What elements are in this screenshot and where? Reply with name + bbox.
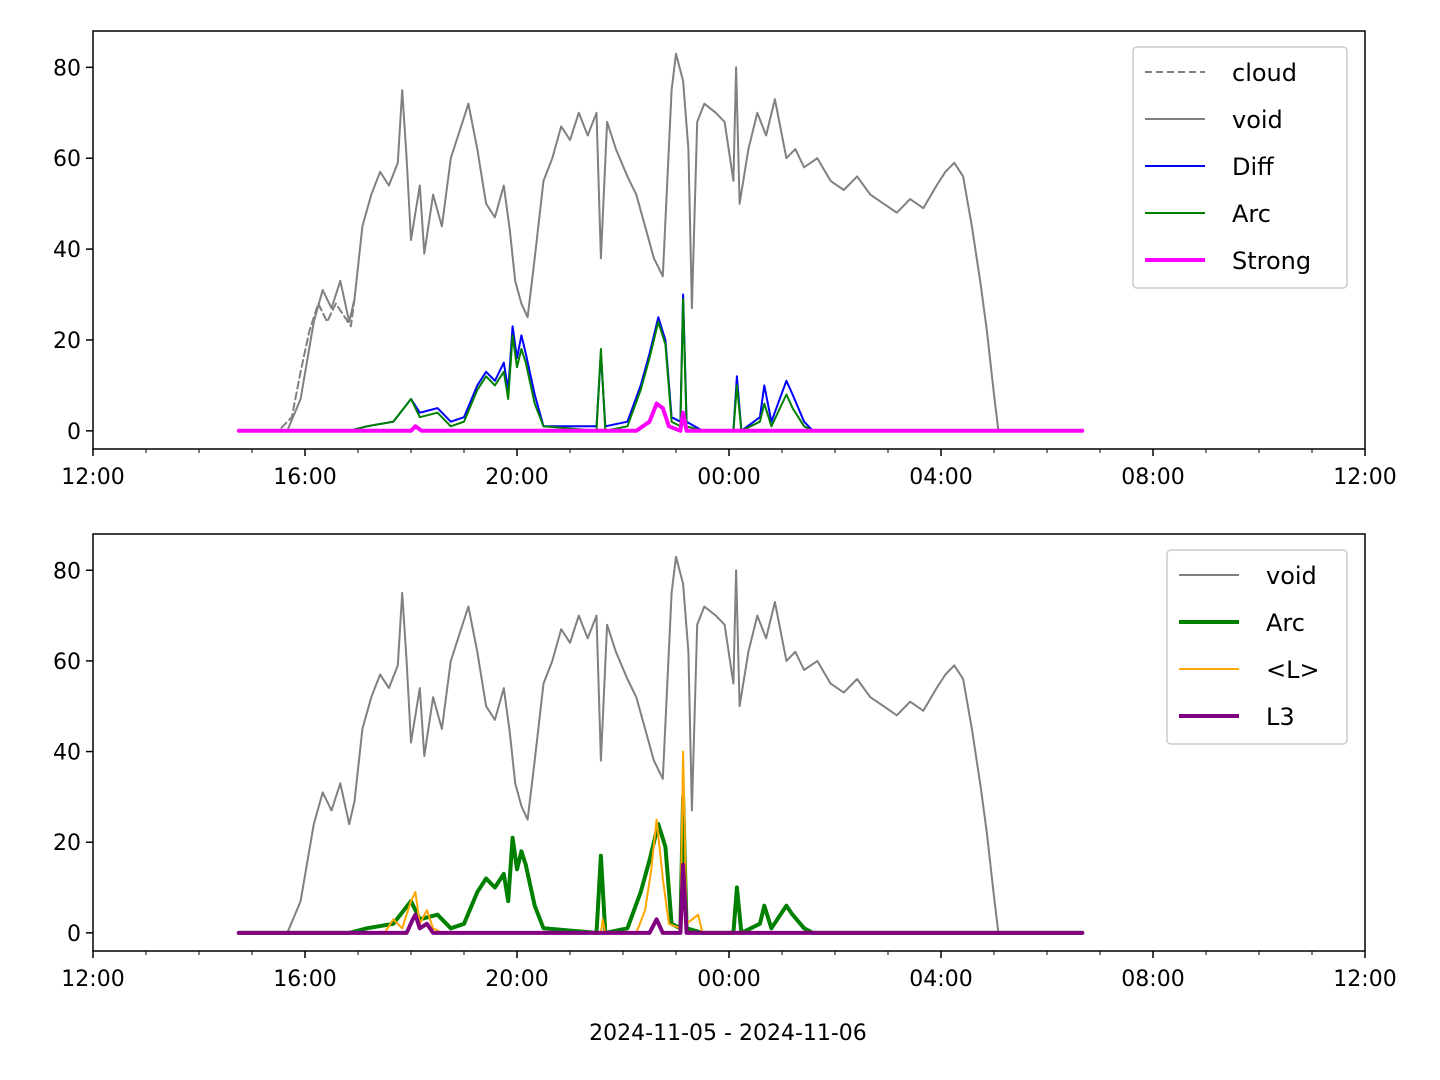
legend-label: Strong [1232, 247, 1311, 275]
legend: void Arc <L> L3 [1166, 549, 1348, 745]
x-tick-label: 00:00 [697, 465, 760, 490]
y-tick-label: 40 [53, 238, 81, 263]
x-tick-label: 20:00 [485, 465, 548, 490]
series-line-4 [236, 401, 1085, 433]
x-tick-label: 12:00 [61, 967, 124, 992]
x-tick-label: 04:00 [909, 967, 972, 992]
legend-label: L3 [1266, 703, 1295, 731]
x-tick-label: 08:00 [1121, 967, 1184, 992]
y-tick-label: 60 [53, 650, 81, 675]
x-tick-label: 12:00 [61, 465, 124, 490]
top-panel: 0 20 40 60 80 12:00 16:00 20:00 00:00 04:00 08:00 1… [53, 30, 1397, 490]
x-tick-label: 00:00 [697, 967, 760, 992]
series-line-3 [237, 298, 1084, 432]
legend-label: void [1232, 106, 1283, 134]
legend-label: void [1266, 562, 1317, 590]
y-tick-label: 20 [53, 329, 81, 354]
legend-label: Arc [1232, 200, 1271, 228]
x-tick-label: 08:00 [1121, 465, 1184, 490]
x-tick-label: 04:00 [909, 465, 972, 490]
series-line-3 [236, 862, 1085, 935]
x-tick-label: 16:00 [273, 967, 336, 992]
y-tick-label: 0 [67, 922, 81, 947]
series-line-1 [237, 52, 1084, 432]
x-tick-label: 20:00 [485, 967, 548, 992]
x-tick-label: 16:00 [273, 465, 336, 490]
legend-box [1166, 549, 1348, 745]
y-tick-label: 0 [67, 420, 81, 445]
series-line-0 [237, 555, 1084, 934]
x-tick-label: 12:00 [1333, 465, 1396, 490]
y-tick-label: 20 [53, 831, 81, 856]
y-tick-label: 60 [53, 147, 81, 172]
plot-lines [236, 555, 1085, 935]
legend: cloud void Diff Arc Strong [1132, 46, 1348, 289]
y-tick-label: 40 [53, 741, 81, 766]
series-line-1 [236, 794, 1085, 935]
bottom-panel: 0 20 40 60 80 12:00 16:00 20:00 00:00 04:00 08:00 1… [53, 533, 1397, 992]
legend-label: Arc [1266, 609, 1305, 637]
plot-lines [236, 52, 1085, 433]
y-tick-label: 80 [53, 559, 81, 584]
y-tick-label: 80 [53, 56, 81, 81]
legend-label: cloud [1232, 59, 1297, 87]
legend-box [1132, 46, 1348, 289]
bottom-x-axis-label: 2024-11-05 - 2024-11-06 [589, 1021, 867, 1046]
x-tick-label: 12:00 [1333, 967, 1396, 992]
legend-label: <L> [1266, 656, 1320, 684]
legend-label: Diff [1232, 153, 1274, 181]
